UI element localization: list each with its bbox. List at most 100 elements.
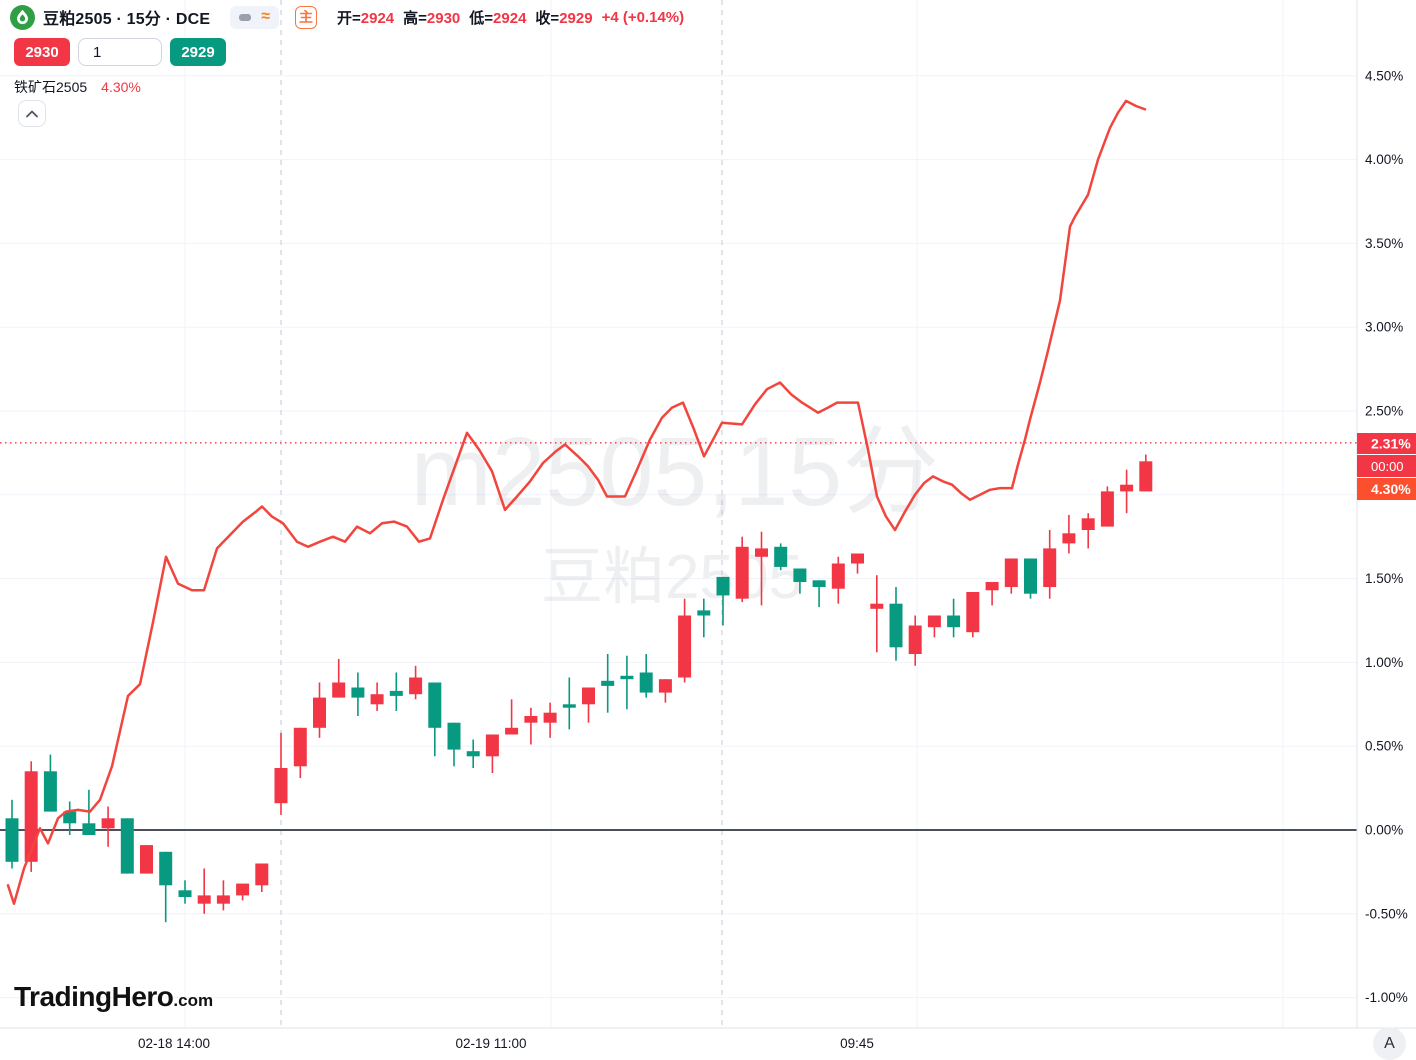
candle — [255, 863, 269, 886]
candle — [43, 771, 57, 812]
price-axis[interactable]: 4.50% 4.00% 3.50% 3.00% 2.50% 1.50% 1.00% 0.50%… — [1365, 68, 1408, 1005]
order-entry-row: 2930 2929 — [14, 38, 226, 66]
candle — [351, 687, 365, 698]
time-axis[interactable]: 02-18 14:00 02-19 11:00 09:45 — [138, 1036, 874, 1051]
brand-suffix: .com — [173, 991, 214, 1010]
compare-symbol-change: 4.30% — [101, 79, 141, 95]
candle — [159, 851, 173, 886]
time-axis-label: 02-19 11:00 — [455, 1036, 526, 1051]
chart-header: 豆粕2505 · 15分 · DCE ≈ 主 开=2924 高=2930 低= 2… — [10, 3, 684, 31]
candle — [485, 734, 499, 757]
collapse-header-button[interactable] — [18, 100, 46, 127]
candle — [1100, 491, 1114, 527]
high-label: 高= — [403, 9, 427, 27]
compare-line-series — [6, 99, 1147, 905]
symbol-title[interactable]: 豆粕2505 · 15分 · DCE — [43, 11, 211, 28]
candle — [447, 722, 461, 750]
svg-text:2.31%: 2.31% — [1371, 436, 1411, 452]
price-axis-badges: 2.31% 00:00 4.30% — [1357, 433, 1416, 500]
candle — [428, 682, 442, 728]
candlestick-series — [5, 454, 1153, 923]
main-contract-button[interactable]: 主 — [295, 5, 317, 29]
time-axis-label: 09:45 — [840, 1036, 874, 1051]
candle — [505, 727, 519, 735]
candle — [1081, 518, 1095, 530]
price-axis-label: 1.50% — [1365, 571, 1403, 586]
price-axis-label: 0.50% — [1365, 739, 1403, 754]
compare-series-row[interactable]: 铁矿石2505 4.30% — [14, 77, 141, 97]
candle — [735, 546, 749, 599]
brand-name: TradingHero — [14, 981, 174, 1012]
candle — [831, 563, 845, 589]
candle — [1120, 484, 1134, 492]
candle — [466, 751, 480, 757]
candle — [216, 895, 230, 904]
candle — [313, 697, 326, 728]
candle — [101, 818, 115, 829]
candle — [889, 603, 903, 648]
candle — [562, 704, 576, 708]
price-axis-label: 1.00% — [1365, 655, 1403, 670]
tradinghero-logo-icon — [10, 4, 35, 30]
candle — [1004, 558, 1018, 587]
bar-style-icon[interactable] — [239, 13, 252, 21]
candle — [1062, 533, 1076, 544]
candle — [639, 672, 653, 693]
candle — [5, 818, 19, 862]
candle — [870, 603, 884, 609]
candle — [966, 592, 980, 633]
buy-price-button[interactable]: 2929 — [170, 38, 226, 66]
candle — [601, 680, 615, 686]
price-axis-label: 2.50% — [1365, 404, 1403, 419]
open-value: 2924 — [360, 9, 395, 27]
price-axis-label: 3.00% — [1365, 320, 1403, 335]
candle — [293, 727, 307, 767]
candle — [774, 546, 788, 567]
series-style-toolbar: ≈ — [230, 5, 279, 29]
candle — [389, 690, 403, 696]
candle — [82, 823, 96, 835]
candle — [697, 610, 711, 616]
candle — [524, 716, 538, 723]
candle — [716, 576, 730, 596]
candle — [197, 895, 211, 904]
candle — [947, 615, 961, 628]
close-value: 2929 — [559, 9, 593, 27]
svg-text:m2505,15分: m2505,15分 — [411, 417, 939, 526]
price-axis-label: -0.50% — [1365, 906, 1408, 921]
price-axis-label: -1.00% — [1365, 990, 1408, 1005]
candle — [678, 615, 692, 678]
axis-badge — [1357, 478, 1416, 500]
price-axis-label: 0.00% — [1365, 823, 1403, 838]
candle — [985, 582, 999, 591]
candle — [63, 811, 77, 824]
candle — [620, 675, 634, 680]
low-label: 低= — [469, 9, 494, 27]
timezone-adjust-button[interactable]: A — [1373, 1027, 1406, 1060]
candle — [1024, 558, 1037, 594]
compare-symbol-name: 铁矿石2505 — [14, 79, 88, 95]
svg-text:4.30%: 4.30% — [1371, 481, 1411, 497]
open-label: 开= — [337, 9, 361, 27]
candle — [120, 818, 134, 874]
candle — [236, 883, 250, 896]
ohlc-readout: 开=2924 高=2930 低=2924 收=2929 +4 (+0.14%) — [337, 7, 684, 28]
candle — [370, 694, 384, 705]
sell-price-button[interactable]: 2930 — [14, 38, 70, 66]
tradinghero-wordmark: TradingHero .com — [14, 981, 213, 1013]
svg-text:00:00: 00:00 — [1371, 459, 1404, 474]
high-value: 2930 — [426, 9, 461, 27]
quantity-input[interactable] — [78, 38, 162, 66]
candle — [658, 679, 672, 693]
candle — [409, 677, 423, 695]
candle — [851, 553, 864, 564]
close-label: 收= — [535, 9, 560, 27]
candle — [140, 845, 153, 874]
compare-wave-icon[interactable]: ≈ — [261, 8, 270, 25]
candle — [1043, 548, 1057, 587]
collapse-chevron-icon — [26, 110, 38, 117]
time-axis-label: 02-18 14:00 — [138, 1036, 210, 1051]
axis-badge — [1357, 433, 1416, 454]
